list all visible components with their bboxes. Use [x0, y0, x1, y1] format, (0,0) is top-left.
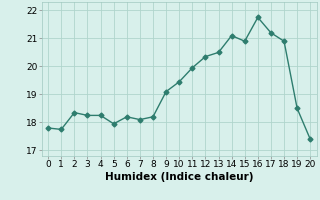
X-axis label: Humidex (Indice chaleur): Humidex (Indice chaleur) — [105, 172, 253, 182]
